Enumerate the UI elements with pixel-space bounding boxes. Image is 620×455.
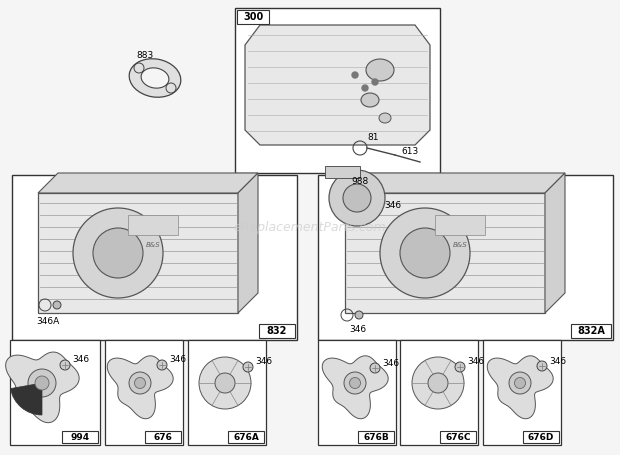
Circle shape (350, 378, 360, 389)
Text: 81: 81 (367, 133, 379, 142)
Circle shape (515, 378, 526, 389)
Polygon shape (545, 173, 565, 313)
Bar (435, 215, 485, 235)
Circle shape (35, 376, 49, 390)
Polygon shape (322, 356, 388, 419)
Ellipse shape (141, 68, 169, 88)
Text: 346: 346 (467, 358, 484, 366)
Bar (128, 215, 178, 235)
Text: 676D: 676D (528, 433, 554, 441)
Text: B&S: B&S (453, 242, 467, 248)
Text: eReplacementParts.com: eReplacementParts.com (234, 222, 386, 234)
Bar (318, 340, 396, 445)
Text: 676A: 676A (233, 433, 259, 441)
Circle shape (157, 360, 167, 370)
Circle shape (329, 170, 385, 226)
Circle shape (53, 301, 61, 309)
Circle shape (455, 362, 465, 372)
Bar (145, 431, 181, 443)
Text: 346: 346 (72, 355, 89, 364)
Polygon shape (345, 173, 565, 193)
Text: 676: 676 (154, 433, 172, 441)
Circle shape (372, 79, 378, 85)
Polygon shape (345, 193, 545, 313)
Polygon shape (245, 25, 430, 145)
Circle shape (93, 228, 143, 278)
Circle shape (28, 369, 56, 397)
Circle shape (537, 361, 547, 371)
Bar (62, 431, 98, 443)
Bar (318, 175, 613, 340)
Bar (400, 340, 478, 445)
Text: 346: 346 (384, 201, 402, 209)
Text: 994: 994 (71, 433, 89, 441)
Circle shape (344, 372, 366, 394)
Text: 346: 346 (350, 325, 366, 334)
Text: 346: 346 (382, 359, 399, 368)
Polygon shape (38, 193, 238, 313)
Text: 346: 346 (169, 355, 186, 364)
Circle shape (73, 208, 163, 298)
Text: 300: 300 (243, 12, 263, 22)
Polygon shape (107, 356, 173, 419)
Bar (523, 431, 559, 443)
Bar (325, 166, 360, 178)
Bar (12, 175, 297, 340)
Polygon shape (238, 173, 258, 313)
Text: 346: 346 (255, 358, 272, 366)
Circle shape (362, 85, 368, 91)
Circle shape (400, 228, 450, 278)
Circle shape (129, 372, 151, 394)
Polygon shape (38, 173, 258, 193)
Circle shape (135, 378, 146, 389)
Text: 676C: 676C (445, 433, 471, 441)
Text: 613: 613 (401, 147, 418, 157)
Ellipse shape (366, 59, 394, 81)
Polygon shape (487, 356, 553, 419)
Bar (105, 340, 183, 445)
Ellipse shape (379, 113, 391, 123)
Circle shape (199, 357, 251, 409)
Text: 676B: 676B (363, 433, 389, 441)
Circle shape (380, 208, 470, 298)
Text: 832A: 832A (577, 326, 605, 336)
Circle shape (343, 184, 371, 212)
Bar (440, 431, 476, 443)
Text: B&S: B&S (146, 242, 161, 248)
Bar (188, 340, 266, 445)
Ellipse shape (361, 93, 379, 107)
Text: 346A: 346A (37, 318, 60, 327)
Bar (571, 324, 611, 338)
Circle shape (355, 311, 363, 319)
Circle shape (412, 357, 464, 409)
Circle shape (215, 373, 235, 393)
Text: 883: 883 (136, 51, 154, 60)
Bar (483, 340, 561, 445)
Bar (237, 10, 269, 24)
Bar (10, 340, 100, 445)
Bar (235, 8, 440, 173)
Circle shape (509, 372, 531, 394)
Circle shape (428, 373, 448, 393)
Text: 988: 988 (352, 177, 369, 187)
Text: 346: 346 (549, 357, 566, 365)
Circle shape (352, 72, 358, 78)
Text: 832: 832 (267, 326, 287, 336)
Ellipse shape (129, 59, 181, 97)
Bar (358, 431, 394, 443)
Circle shape (370, 363, 380, 373)
Polygon shape (6, 352, 79, 423)
Circle shape (243, 362, 253, 372)
Circle shape (60, 360, 70, 370)
Bar (259, 324, 295, 338)
Bar (228, 431, 264, 443)
Wedge shape (11, 383, 42, 415)
